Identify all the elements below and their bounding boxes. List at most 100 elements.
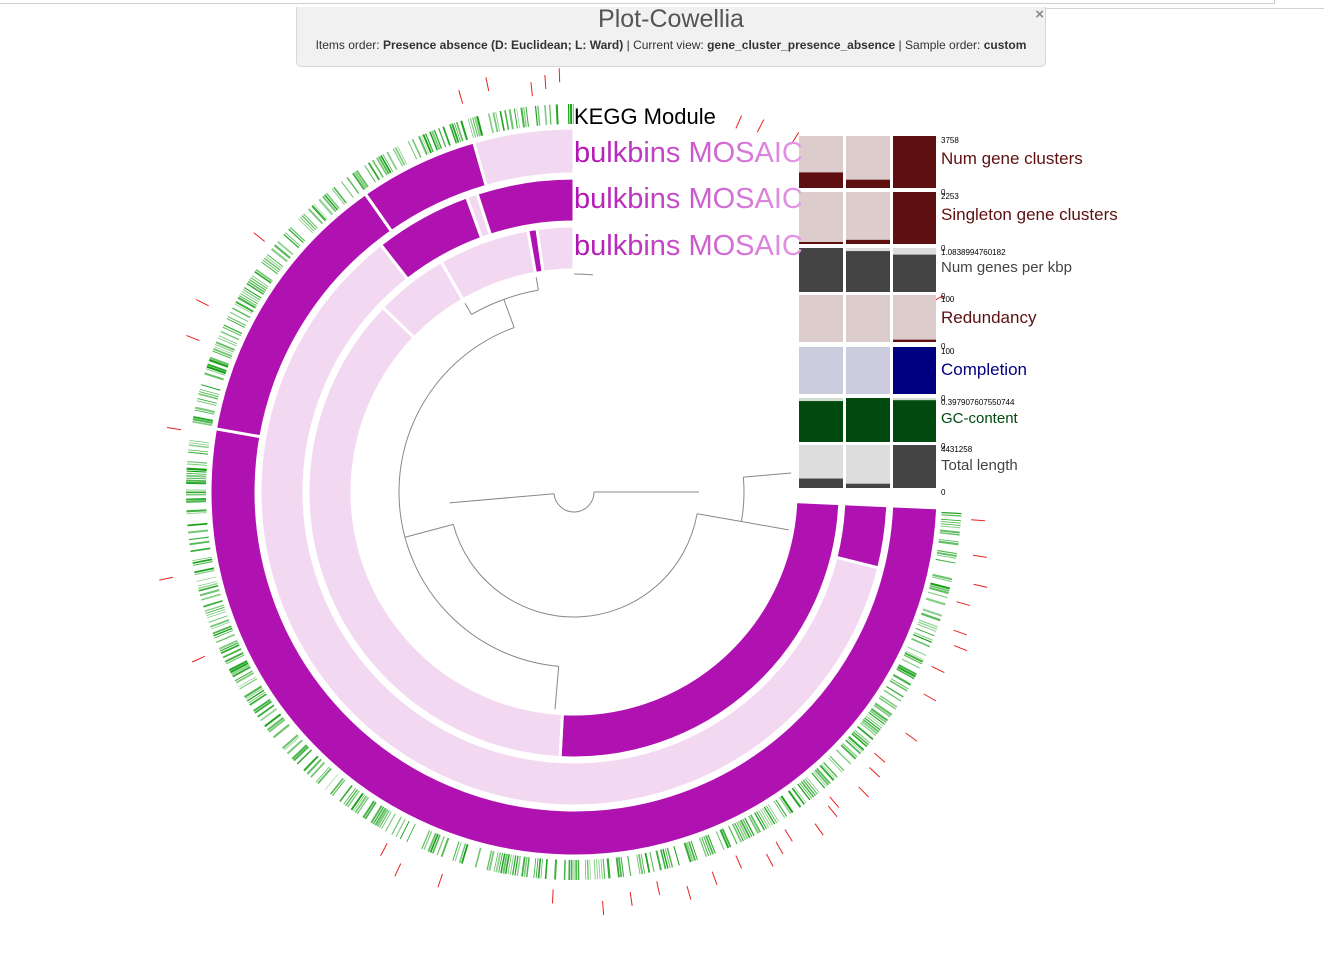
kegg-module-mark: [442, 126, 451, 146]
bar-panel-num-gene-clusters: 3758 0 Num gene clusters: [799, 136, 1083, 197]
kegg-module-mark: [232, 666, 251, 678]
kegg-module-mark: [589, 859, 591, 880]
dendrogram-branch[interactable]: [535, 277, 539, 291]
kegg-module-mark: [188, 449, 209, 453]
kegg-module-mark: [636, 854, 641, 875]
dendrogram-branch[interactable]: [452, 513, 698, 618]
dendrogram-branch[interactable]: [404, 523, 454, 538]
kegg-module-mark: [526, 857, 530, 878]
marker-tick: [869, 767, 881, 778]
kegg-module-mark: [593, 859, 596, 880]
kegg-module-mark: [298, 218, 313, 234]
kegg-module-mark: [886, 685, 904, 698]
kegg-module-mark: [451, 123, 460, 143]
kegg-module-mark: [537, 105, 541, 126]
kegg-module-mark: [615, 857, 620, 878]
kegg-module-mark: [911, 637, 931, 648]
sample-layer-2[interactable]: [258, 176, 890, 808]
dendrogram-branch[interactable]: [471, 289, 539, 315]
kegg-module-mark: [203, 599, 223, 608]
bar-panel-label: Num gene clusters: [941, 149, 1083, 168]
kegg-module-mark: [189, 439, 210, 444]
kegg-module-mark: [194, 569, 215, 576]
bar-min-label: 0: [941, 244, 946, 253]
kegg-module-mark: [406, 823, 416, 843]
kegg-module-mark: [270, 248, 288, 263]
kegg-module-mark: [819, 764, 835, 782]
kegg-module-mark: [427, 832, 437, 852]
bar-value: [846, 239, 890, 244]
marker-tick: [195, 299, 209, 307]
sample-layers[interactable]: [208, 126, 940, 858]
kegg-module-mark: [454, 842, 462, 862]
kegg-module-mark: [240, 293, 258, 305]
marker-tick: [629, 891, 633, 907]
kegg-module-mark: [353, 794, 366, 812]
dendrogram-branch[interactable]: [741, 521, 789, 531]
kegg-module-mark: [254, 271, 272, 284]
marker-tick: [858, 786, 869, 798]
dendrogram-branch[interactable]: [503, 299, 515, 328]
layer-segment[interactable]: [475, 176, 576, 238]
sample-layer-3[interactable]: [306, 224, 842, 760]
bar-value: [799, 242, 843, 244]
marker-tick: [735, 115, 743, 129]
kegg-module-mark: [303, 213, 318, 229]
kegg-module-mark: [901, 658, 920, 669]
dendrogram-branch[interactable]: [697, 513, 742, 523]
kegg-module-layer[interactable]: [185, 103, 962, 880]
layer-segment[interactable]: [378, 195, 484, 282]
kegg-module-mark: [218, 335, 238, 345]
kegg-module-mark: [742, 818, 753, 838]
bar-bg: [893, 295, 936, 342]
layer-segment[interactable]: [363, 140, 489, 234]
kegg-module-mark: [378, 156, 390, 175]
kegg-module-mark: [640, 853, 646, 874]
dendrogram-branch[interactable]: [449, 493, 555, 504]
kegg-module-mark: [756, 811, 767, 830]
kegg-module-mark: [397, 146, 408, 165]
kegg-module-mark: [232, 307, 251, 319]
kegg-module-mark: [196, 576, 217, 582]
layer-segment[interactable]: [471, 126, 576, 189]
dendrogram-branch[interactable]: [573, 273, 594, 276]
kegg-module-mark: [333, 186, 347, 204]
kegg-module-mark: [454, 122, 461, 143]
kegg-module-mark: [829, 755, 845, 772]
kegg-module-mark: [731, 823, 743, 843]
bar-value: [893, 136, 936, 188]
close-icon[interactable]: ×: [1035, 6, 1044, 23]
kegg-module-mark: [248, 691, 266, 704]
dendrogram-branch[interactable]: [554, 666, 560, 710]
dendrogram-branch[interactable]: [553, 491, 595, 513]
layer-segment[interactable]: [535, 224, 576, 274]
kegg-module-mark: [192, 420, 213, 427]
kegg-module-mark: [407, 141, 418, 160]
kegg-module-mark: [246, 282, 265, 295]
kegg-module-mark: [381, 811, 392, 830]
kegg-module-mark: [310, 761, 326, 778]
kegg-module-mark: [272, 724, 290, 739]
kegg-module-mark: [299, 216, 315, 232]
dendrogram[interactable]: [398, 273, 792, 710]
kegg-module-mark: [525, 106, 530, 127]
kegg-module-mark: [596, 859, 599, 880]
kegg-module-mark: [206, 365, 227, 375]
marker-tick: [953, 645, 968, 652]
layer-segment[interactable]: [213, 191, 394, 439]
kegg-module-mark: [339, 785, 353, 802]
dendrogram-branch[interactable]: [464, 302, 472, 315]
dendrogram-branch[interactable]: [743, 472, 792, 478]
sample-layer-1[interactable]: [208, 126, 940, 858]
kegg-module-mark: [418, 135, 428, 156]
kegg-module-mark: [217, 337, 237, 347]
kegg-module-mark: [257, 704, 275, 718]
dendrogram-branch[interactable]: [740, 477, 745, 522]
dendrogram-branch[interactable]: [398, 327, 559, 667]
marker-tick: [191, 655, 206, 663]
kegg-module-mark: [356, 796, 370, 815]
kegg-module-mark: [509, 854, 515, 875]
